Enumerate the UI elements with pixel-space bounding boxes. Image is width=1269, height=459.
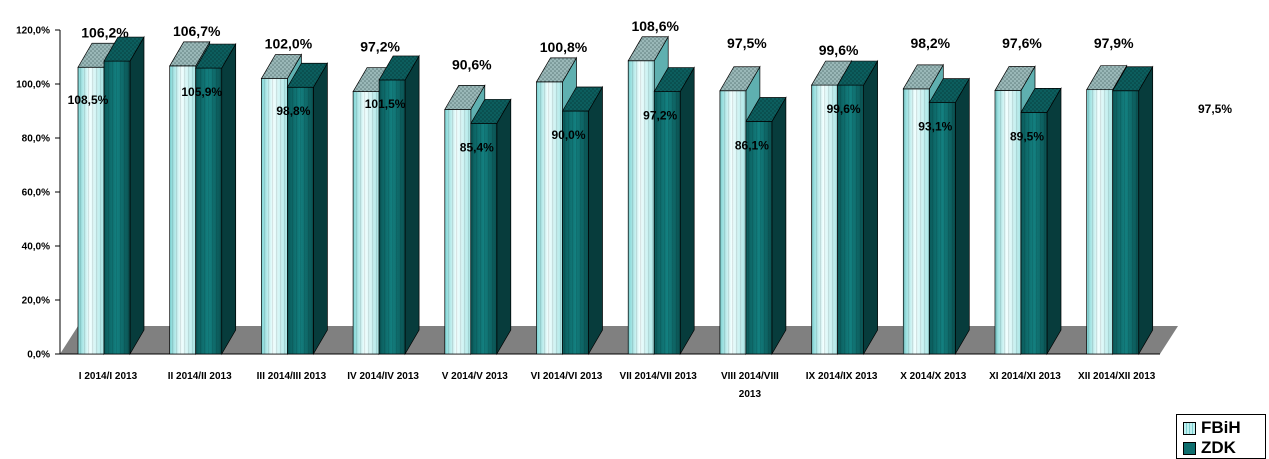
data-label-zdk: 97,2% [643, 109, 677, 123]
bar-zdk [378, 54, 420, 356]
data-label-zdk: 85,4% [460, 140, 494, 154]
x-tick-label: I 2014/I 2013 [79, 371, 138, 382]
data-label-zdk: 105,9% [181, 85, 222, 99]
data-label-zdk: 97,5% [1198, 102, 1232, 116]
bar-zdk [195, 42, 237, 356]
legend-item-zdk: ZDK [1183, 438, 1259, 458]
legend-swatch-zdk [1183, 441, 1196, 455]
data-label-zdk: 89,5% [1010, 129, 1044, 143]
x-tick-label: II 2014/II 2013 [168, 371, 232, 382]
x-tick-label: III 2014/III 2013 [257, 371, 327, 382]
x-tick-label: IX 2014/IX 2013 [806, 371, 878, 382]
data-label-zdk: 99,6% [827, 102, 861, 116]
data-label-fbih: 97,9% [1094, 35, 1134, 51]
x-tick-label-cont: 2013 [739, 389, 762, 400]
y-tick-label: 60,0% [22, 188, 50, 199]
data-label-fbih: 102,0% [265, 36, 313, 52]
y-tick-label: 80,0% [22, 134, 50, 145]
y-tick-label: 20,0% [22, 296, 50, 307]
data-label-fbih: 100,8% [540, 39, 588, 55]
x-tick-label: VIII 2014/VIII [721, 371, 779, 382]
bar-fbih [352, 66, 394, 356]
bar-zdk [1020, 87, 1062, 356]
x-tick-label: V 2014/V 2013 [442, 371, 509, 382]
data-label-zdk: 101,5% [365, 97, 406, 111]
data-label-fbih: 106,7% [173, 23, 221, 39]
x-tick-label: XII 2014/XII 2013 [1078, 371, 1156, 382]
x-tick-label: VI 2014/VI 2013 [531, 371, 603, 382]
legend: FBiH ZDK [1176, 414, 1266, 459]
data-label-fbih: 106,2% [81, 24, 129, 40]
legend-swatch-fbih [1183, 421, 1196, 435]
data-label-fbih: 90,6% [452, 56, 492, 72]
bar-zdk [745, 96, 787, 356]
y-tick-label: 120,0% [16, 26, 50, 37]
bar-zdk [286, 61, 329, 356]
bar-zdk [928, 77, 970, 356]
data-label-zdk: 90,0% [551, 128, 585, 142]
data-label-zdk: 93,1% [918, 120, 952, 134]
legend-label-fbih: FBiH [1201, 418, 1241, 437]
data-label-fbih: 97,2% [360, 39, 400, 55]
bar-zdk [103, 35, 145, 356]
bar-zdk [836, 59, 879, 356]
data-label-fbih: 98,2% [910, 35, 950, 51]
y-tick-label: 100,0% [16, 80, 50, 91]
x-tick-label: XI 2014/XI 2013 [989, 371, 1061, 382]
bar-zdk [1112, 65, 1154, 356]
data-label-zdk: 86,1% [735, 139, 769, 153]
data-label-fbih: 108,6% [631, 18, 679, 34]
y-tick-label: 0,0% [27, 350, 50, 361]
data-label-fbih: 99,6% [819, 42, 859, 58]
bar-zdk [653, 66, 695, 356]
legend-label-zdk: ZDK [1201, 438, 1236, 457]
bar-zdk [470, 98, 512, 356]
x-tick-label: IV 2014/IV 2013 [347, 371, 419, 382]
bar-zdk [561, 85, 604, 356]
legend-item-fbih: FBiH [1183, 418, 1259, 438]
data-label-fbih: 97,6% [1002, 35, 1042, 51]
x-tick-label: X 2014/X 2013 [900, 371, 967, 382]
y-tick-label: 40,0% [22, 242, 50, 253]
data-label-zdk: 98,8% [276, 104, 310, 118]
x-tick-label: VII 2014/VII 2013 [620, 371, 698, 382]
data-label-fbih: 97,5% [727, 35, 767, 51]
data-label-zdk: 108,5% [68, 93, 109, 107]
chart-floor [60, 326, 1178, 354]
